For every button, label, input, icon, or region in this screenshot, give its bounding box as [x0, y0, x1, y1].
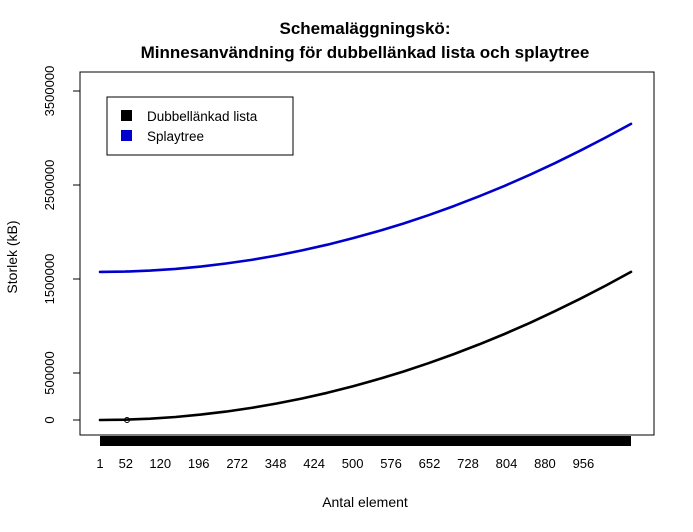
first-point-marker: [124, 417, 130, 423]
series-line-dubbellankad-lista: [98, 270, 633, 422]
x-tick-label-348: 348: [265, 456, 287, 471]
chart-subtitle: Minnesanvändning för dubbellänkad lista …: [141, 43, 590, 62]
x-tick-label-728: 728: [457, 456, 479, 471]
y-tick-label-0: 0: [42, 416, 57, 423]
series-layer: [98, 122, 633, 422]
y-tick-label-2500000: 2500000: [42, 160, 57, 211]
x-tick-label-652: 652: [419, 456, 441, 471]
x-tick-label-272: 272: [226, 456, 248, 471]
legend-swatch-splaytree: [121, 130, 132, 141]
y-axis-label: Storlek (kB): [4, 220, 20, 293]
x-tick-label-52: 52: [119, 456, 133, 471]
x-tick-label-1: 1: [96, 456, 103, 471]
y-tick-label-3500000: 3500000: [42, 66, 57, 117]
legend-box: [106, 96, 294, 156]
legend-label-dubbellankad-lista: Dubbellänkad lista: [147, 109, 258, 124]
x-tick-label-500: 500: [342, 456, 364, 471]
chart-title: Schemaläggningskö:: [280, 19, 451, 38]
x-tick-label-120: 120: [149, 456, 171, 471]
x-tick-label-576: 576: [380, 456, 402, 471]
x-tick-label-804: 804: [496, 456, 518, 471]
x-axis: 1 52 120 196 272 348 424 500 576 652 728 804 880 956: [96, 456, 594, 471]
y-tick-label-1500000: 1500000: [42, 254, 57, 305]
x-tick-label-956: 956: [573, 456, 595, 471]
y-tick-label-500000: 500000: [42, 351, 57, 394]
x-axis-rug: [100, 436, 631, 446]
legend-label-splaytree: Splaytree: [147, 129, 204, 144]
x-axis-label: Antal element: [322, 494, 408, 510]
y-axis: 0 500000 1500000 2500000 3500000: [42, 66, 81, 424]
x-tick-label-880: 880: [534, 456, 556, 471]
series-line-splaytree: [98, 122, 633, 274]
legend-swatch-dubbellankad-lista: [121, 110, 132, 121]
x-tick-label-424: 424: [303, 456, 325, 471]
x-tick-label-196: 196: [188, 456, 210, 471]
legend: Dubbellänkad lista Splaytree: [106, 96, 294, 156]
